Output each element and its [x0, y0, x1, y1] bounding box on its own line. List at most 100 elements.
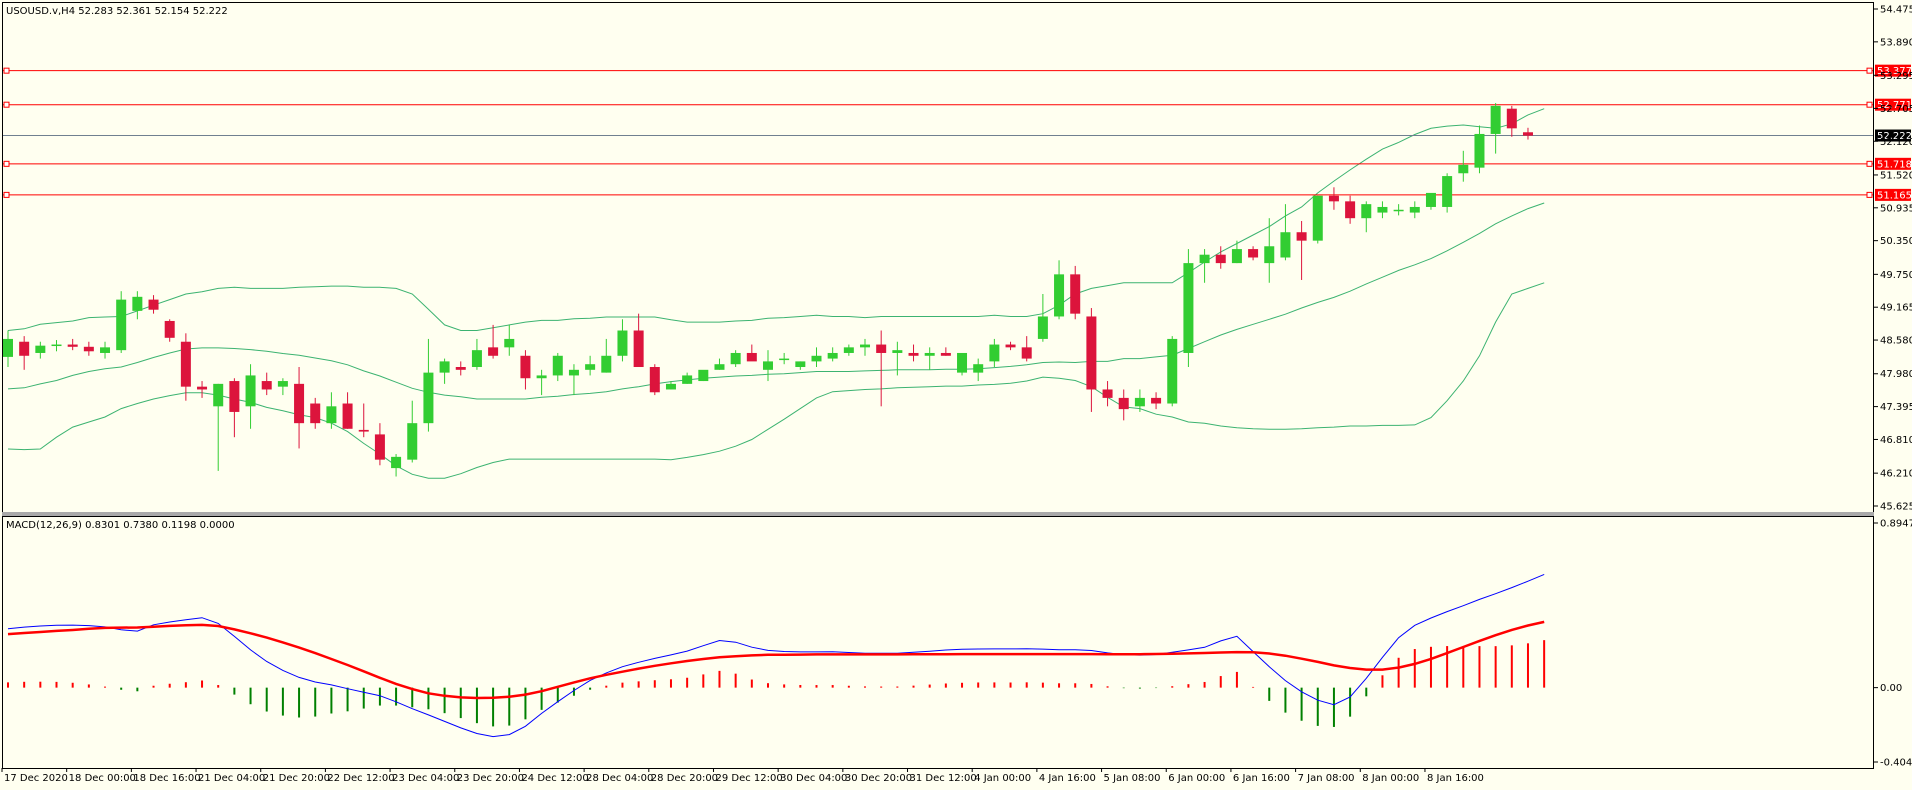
candle[interactable] [277, 378, 288, 396]
candle[interactable] [633, 313, 644, 368]
candle[interactable] [342, 392, 353, 429]
candle[interactable] [407, 400, 418, 463]
candle[interactable] [1522, 127, 1533, 140]
candle[interactable] [1409, 201, 1420, 219]
candle[interactable] [358, 403, 369, 438]
candle[interactable] [374, 423, 385, 466]
candle[interactable] [730, 350, 741, 368]
level-handle-left[interactable] [3, 160, 10, 167]
candle[interactable] [843, 344, 854, 356]
candle[interactable] [213, 383, 224, 471]
candle[interactable] [892, 341, 903, 376]
level-handle-left[interactable] [3, 191, 10, 198]
candle[interactable] [1070, 265, 1081, 320]
candle[interactable] [682, 372, 693, 384]
candle[interactable] [1328, 187, 1339, 210]
level-handle-right[interactable] [1866, 67, 1873, 74]
candle[interactable] [100, 341, 111, 359]
candle[interactable] [876, 330, 887, 407]
candle[interactable] [1005, 341, 1016, 351]
candle[interactable] [391, 454, 402, 477]
candle[interactable] [536, 369, 547, 396]
candle[interactable] [1458, 150, 1469, 182]
candle[interactable] [83, 341, 94, 356]
candle[interactable] [1280, 204, 1291, 261]
candle[interactable] [795, 361, 806, 370]
candle[interactable] [762, 350, 773, 382]
candle[interactable] [1054, 260, 1065, 320]
candle[interactable] [245, 364, 256, 429]
candle[interactable] [924, 347, 935, 370]
candle[interactable] [1442, 173, 1453, 213]
candle[interactable] [568, 364, 579, 396]
candle[interactable] [1474, 125, 1485, 174]
candle[interactable] [1134, 389, 1145, 412]
candle[interactable] [779, 352, 790, 365]
candle[interactable] [989, 338, 1000, 368]
candle[interactable] [197, 381, 208, 398]
candle[interactable] [617, 319, 628, 362]
candle[interactable] [827, 347, 838, 362]
candle[interactable] [1102, 381, 1113, 407]
candle[interactable] [67, 338, 78, 351]
candle[interactable] [1296, 220, 1307, 280]
candle[interactable] [1264, 218, 1275, 283]
candle[interactable] [1215, 246, 1226, 269]
candle[interactable] [294, 367, 305, 449]
candle[interactable] [1425, 192, 1436, 210]
candle[interactable] [1312, 195, 1323, 244]
candle[interactable] [649, 364, 660, 396]
candle[interactable] [1231, 240, 1242, 264]
candle[interactable] [698, 369, 709, 382]
candle[interactable] [310, 397, 321, 429]
level-handle-right[interactable] [1866, 191, 1873, 198]
candle[interactable] [665, 381, 676, 390]
candle[interactable] [1490, 103, 1501, 154]
candle[interactable] [1393, 204, 1404, 216]
candle[interactable] [1248, 246, 1259, 261]
candle[interactable] [1377, 201, 1388, 219]
candle[interactable] [439, 358, 450, 384]
candle[interactable] [3, 330, 13, 368]
candle[interactable] [585, 355, 596, 376]
candle[interactable] [908, 344, 919, 362]
candle[interactable] [957, 352, 968, 376]
candle[interactable] [180, 333, 191, 401]
candle[interactable] [504, 324, 515, 356]
candle[interactable] [132, 291, 143, 320]
candle[interactable] [164, 319, 175, 342]
candle[interactable] [35, 341, 46, 359]
candle[interactable] [1183, 249, 1194, 368]
candle[interactable] [229, 378, 240, 438]
candle[interactable] [811, 347, 822, 368]
level-handle-right[interactable] [1866, 101, 1873, 108]
candle[interactable] [1199, 249, 1210, 283]
candle[interactable] [1345, 195, 1356, 224]
candle[interactable] [1118, 389, 1129, 421]
candle[interactable] [1021, 336, 1032, 362]
candle[interactable] [746, 344, 757, 362]
candle[interactable] [940, 347, 951, 356]
candle[interactable] [601, 338, 612, 373]
candle[interactable] [973, 358, 984, 382]
candle[interactable] [455, 361, 466, 376]
candle[interactable] [1086, 308, 1097, 412]
candle[interactable] [423, 338, 434, 432]
candle[interactable] [1167, 336, 1178, 407]
candle[interactable] [1151, 392, 1162, 410]
level-handle-right[interactable] [1866, 160, 1873, 167]
candle[interactable] [552, 352, 563, 382]
level-handle-left[interactable] [3, 101, 10, 108]
candle[interactable] [714, 358, 725, 370]
candle[interactable] [148, 295, 159, 314]
candle[interactable] [1506, 105, 1517, 137]
candle[interactable] [471, 338, 482, 370]
macd-panel[interactable] [2, 516, 1874, 769]
candle[interactable] [1361, 201, 1372, 233]
candle[interactable] [520, 350, 531, 390]
candle[interactable] [488, 324, 499, 359]
candle[interactable] [261, 372, 272, 396]
candle[interactable] [116, 291, 127, 353]
panel-separator[interactable] [2, 512, 1874, 516]
